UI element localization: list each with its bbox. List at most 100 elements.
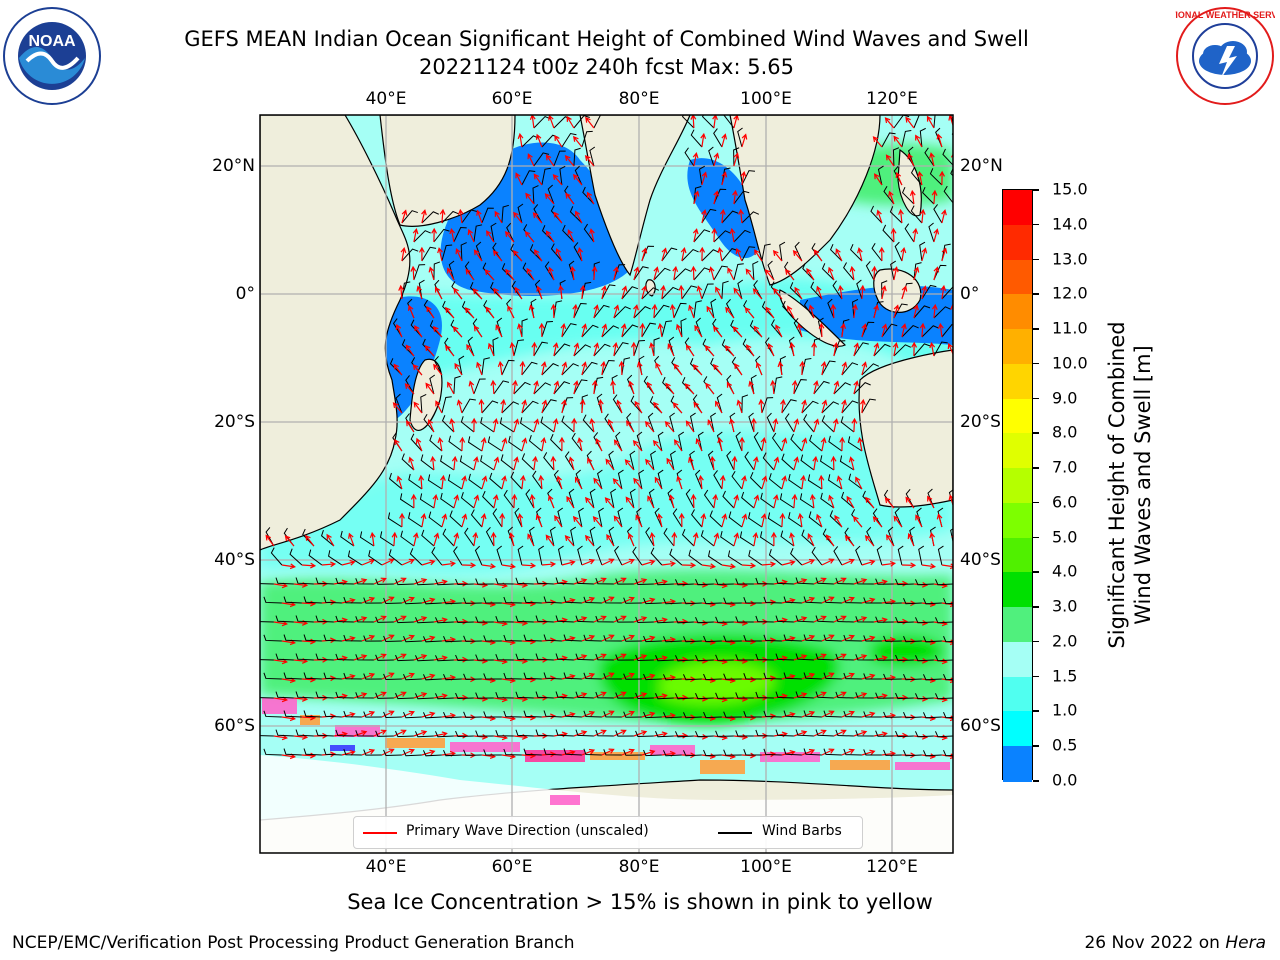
wind-barb [941,323,953,338]
wind-barb [522,262,535,281]
wave-direction-arrow [552,418,559,433]
wave-direction-arrow [813,653,827,661]
colorbar-segment [1003,329,1032,365]
wave-direction-arrow [652,439,663,452]
wave-direction-arrow [593,577,607,585]
wave-direction-arrow [568,456,575,471]
wave-direction-arrow [827,266,835,281]
wave-direction-arrow [401,596,415,604]
wind-barb [633,340,645,357]
wind-barb [435,617,454,624]
wave-direction-arrow [733,658,749,664]
wave-direction-arrow [373,615,387,623]
wind-barb [543,634,562,642]
wave-direction-arrow [801,399,807,414]
wave-direction-arrow [555,247,563,262]
wind-barb [915,617,934,624]
wind-barb [581,361,598,376]
wind-barb [506,222,515,243]
wind-barb [701,208,717,224]
wind-barb [863,749,882,756]
wave-direction-arrow [731,455,738,471]
wave-band-3-4m [260,569,953,723]
wave-direction-arrow [873,731,888,738]
wind-barb [442,528,455,547]
wave-direction-arrow [770,531,777,547]
wind-barb [315,653,334,661]
wind-barb [375,578,394,585]
wave-direction-arrow [791,379,798,395]
wave-direction-arrow [538,474,545,490]
wind-barb [695,317,703,338]
wave-direction-arrow [653,266,660,281]
wind-barb [743,597,762,604]
wind-barb [764,337,775,357]
wave-direction-arrow [393,653,407,661]
wind-barb [421,246,437,262]
wave-direction-arrow [573,135,583,148]
wave-direction-arrow [821,710,835,718]
wind-barb [708,146,715,167]
wind-barb [543,710,562,718]
wave-direction-arrow [733,494,740,509]
wind-barb [678,431,685,452]
wind-barb [429,320,443,338]
wind-barb [475,692,494,699]
wind-barb [675,655,694,662]
wave-direction-arrow [641,635,656,642]
wind-barb [668,336,675,357]
wave-direction-arrow [929,152,935,167]
wind-barb [295,729,314,737]
wave-direction-arrow [532,212,543,224]
wind-barb [636,507,643,528]
wind-barb [583,596,602,604]
wind-barb [780,530,795,547]
wave-band-4-5m-east [870,635,945,667]
wind-barb [928,222,935,243]
wind-barb [847,436,863,452]
wind-barb [517,545,524,566]
wave-direction-arrow [381,672,395,680]
wind-barb [460,416,475,433]
wind-barb [923,598,942,605]
wind-barb [843,672,862,680]
wave-direction-arrow [692,532,699,547]
colorbar [1002,189,1033,782]
colorbar-tick-mark [1033,223,1039,226]
wind-barb [569,206,583,224]
wave-direction-arrow [653,655,668,662]
wave-direction-arrow [449,228,456,243]
wave-direction-arrow [490,531,497,547]
wave-direction-arrow [713,190,719,205]
wave-direction-arrow [500,398,507,414]
wave-band-5-6m [660,661,775,705]
wind-barb [783,672,802,680]
wind-barb [433,261,441,281]
wind-barb [601,325,620,338]
wave-direction-arrow [581,634,596,642]
wave-direction-arrow [393,615,407,623]
wave-direction-arrow [653,693,668,700]
wind-barb [761,301,775,319]
wind-barb [529,244,543,262]
wind-barb [543,672,562,680]
wind-barb [355,730,374,737]
colorbar-tick-mark [1033,780,1039,782]
wind-barb [583,748,602,756]
wave-direction-arrow [533,249,543,262]
wave-direction-arrow [789,532,795,547]
colorbar-tick-mark [1033,467,1039,469]
colorbar-segment [1003,676,1032,713]
wind-barb [423,636,442,643]
wave-direction-arrow [729,418,735,433]
wave-direction-arrow [701,563,717,570]
wave-direction-arrow [861,635,876,642]
wind-barb [713,188,727,205]
wave-direction-arrow [421,209,427,224]
wind-barb [821,401,840,414]
wave-direction-arrow [651,303,658,319]
wave-direction-arrow [538,322,545,338]
wave-direction-arrow [954,659,967,664]
colorbar-tick-mark [1033,640,1039,643]
